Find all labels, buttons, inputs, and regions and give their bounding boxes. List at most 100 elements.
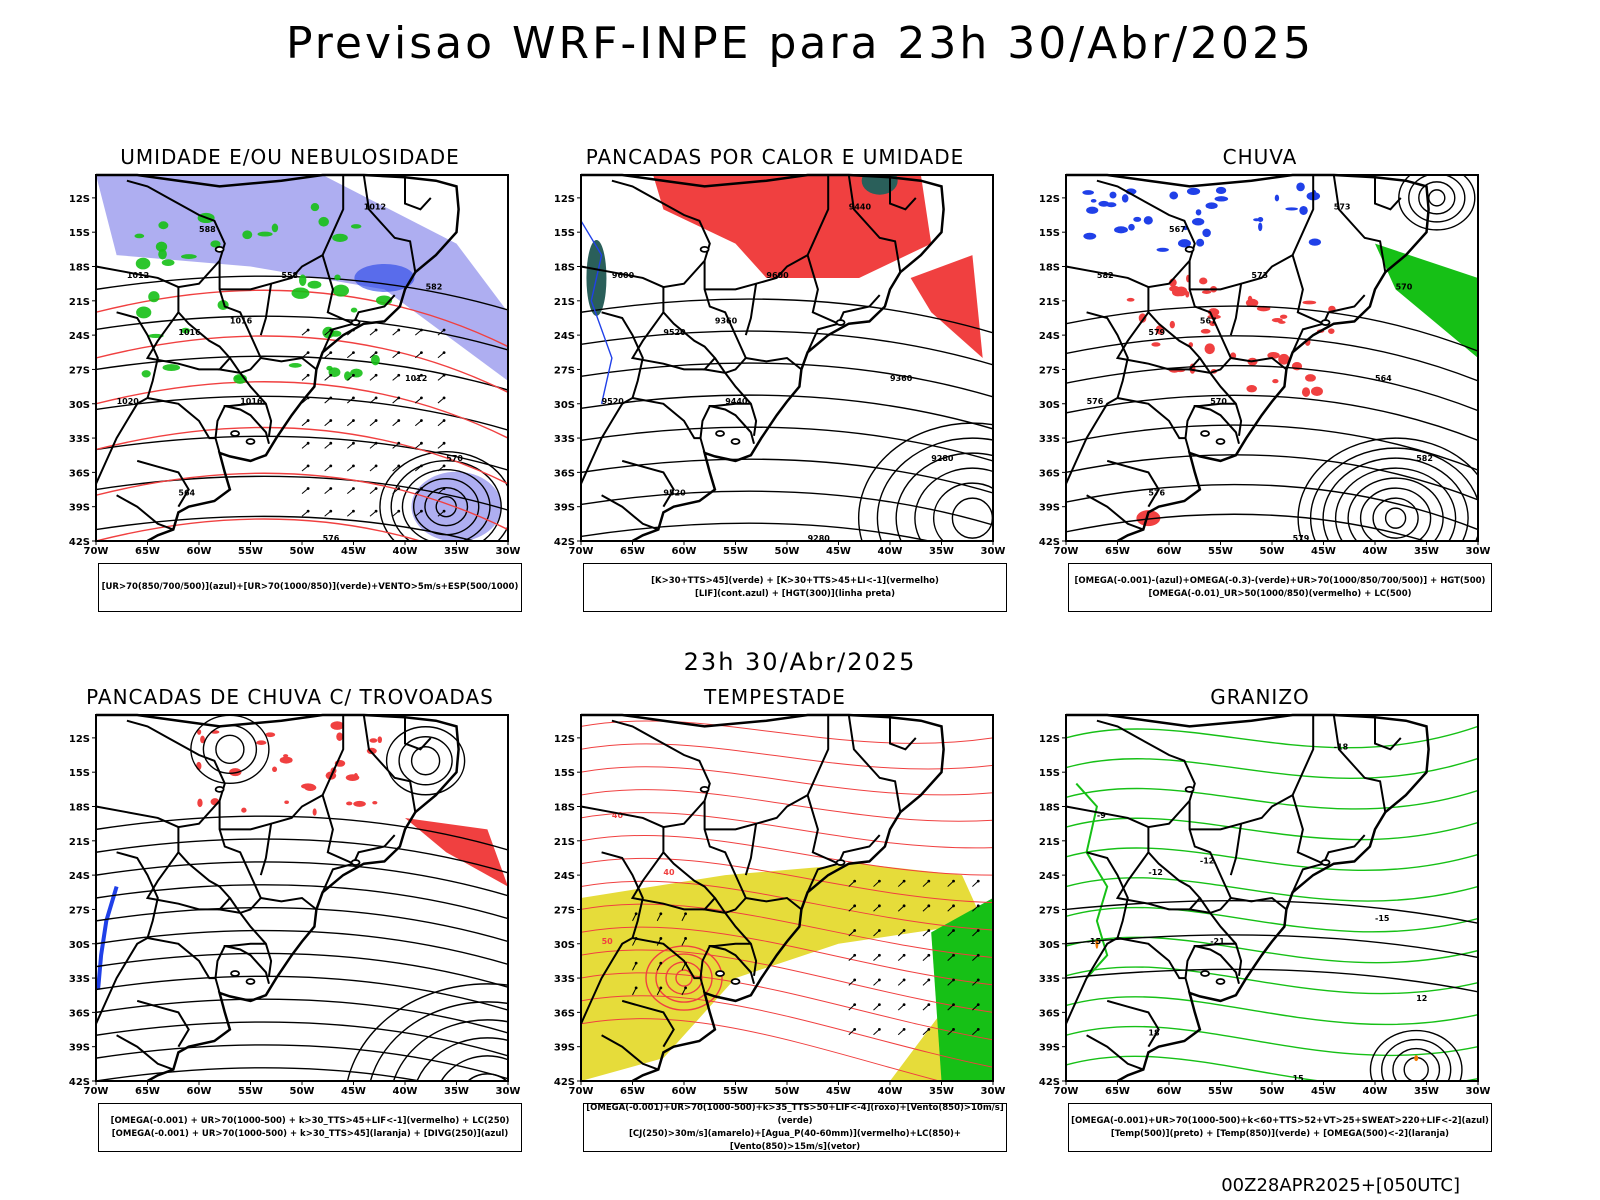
lon-tick-label: 65W [135, 1086, 160, 1097]
wind-arrowhead [952, 1003, 955, 1006]
lat-tick-label: 30S [1039, 400, 1060, 411]
wind-arrowhead [853, 954, 856, 957]
upper-high [1409, 174, 1465, 222]
lat-tick-label: 27S [1039, 905, 1060, 916]
border-line [808, 795, 880, 864]
wind-arrowhead [420, 329, 423, 332]
map-granizo: -9-12-15-18-21-12-1512151870W 65W 60W 55W 50… [1025, 713, 1495, 1133]
wind-arrowhead [443, 464, 446, 467]
border-line [890, 717, 916, 749]
wind-arrowhead [659, 962, 662, 965]
contour-label: 9280 [931, 454, 954, 463]
panel-legend: [OMEGA(-0.001) + UR>70(1000-500) + k>30_… [98, 1103, 522, 1152]
lat-tick-label: 18S [69, 263, 90, 274]
map-chuva: 5825795765735705675645825795765735705677… [1025, 173, 1495, 593]
lat-tick-label: 42S [69, 537, 90, 548]
wind-arrowhead [952, 979, 955, 982]
wind-arrowhead [329, 351, 332, 354]
wind-arrowhead [684, 912, 687, 915]
lc250-high [412, 747, 440, 775]
wind-arrowhead [903, 1028, 906, 1031]
lc850-streamline [581, 744, 993, 769]
lat-tick-label: 15S [69, 228, 90, 239]
temp500-line [1066, 935, 1478, 958]
map-frame: 70W 65W 60W 55W 50W 45W 40W 35W 30W 12S 15S 18S 21S 2… [69, 715, 521, 1097]
lc250-high [203, 725, 256, 773]
wind-arrowhead [329, 442, 332, 445]
lat-tick-label: 42S [1039, 1077, 1060, 1088]
wind-arrowhead [853, 1028, 856, 1031]
wind-arrowhead [853, 979, 856, 982]
border-line [1231, 284, 1241, 335]
lowlevel-humidity-patch [148, 291, 159, 302]
lc500-circulation [1361, 488, 1431, 548]
contour-label: -18 [1334, 742, 1349, 751]
temp850-line [1066, 758, 1478, 778]
wind-arrowhead [397, 351, 400, 354]
middle-timestamp: 23h 30/Abr/2025 [0, 648, 1600, 676]
wind-arrowhead [375, 464, 378, 467]
hgt500-line [1066, 425, 1478, 470]
wind-arrowhead [927, 1028, 930, 1031]
rain-red-patch [1202, 290, 1211, 294]
hgt500-line [1066, 306, 1478, 351]
wind-arrowhead [927, 954, 930, 957]
lc500-circulation [1373, 498, 1418, 538]
panel-legend: [OMEGA(-0.001)+UR>70(1000-500)+k<60+TTS>… [1068, 1103, 1492, 1152]
lat-tick-label: 33S [69, 974, 90, 985]
rain-red-patch [1328, 328, 1334, 334]
lat-tick-label: 36S [1039, 1008, 1060, 1019]
lon-tick-label: 60W [1157, 1086, 1182, 1097]
panel-umidade: UMIDADE E/OU NEBULOSIDADE 1012 1016 1020 10… [55, 145, 525, 635]
border-line [746, 284, 756, 335]
rain-red-patch [1246, 385, 1257, 392]
andes-green [1078, 801, 1084, 805]
lon-tick-label: 35W [929, 546, 954, 557]
border-line [405, 717, 431, 749]
lat-tick-label: 15S [1039, 768, 1060, 779]
wind-arrowhead [443, 329, 446, 332]
lat-tick-label: 21S [554, 837, 575, 848]
lowlevel-humidity-patch [162, 259, 175, 266]
border-line [581, 721, 710, 827]
omega-blue-patch [1110, 192, 1117, 199]
wind-arrowhead [878, 1003, 881, 1006]
omega-blue-patch [1258, 222, 1262, 231]
lat-tick-label: 18S [554, 263, 575, 274]
wind-arrowhead [927, 1003, 930, 1006]
lat-tick-label: 42S [69, 1077, 90, 1088]
lake [1201, 971, 1209, 976]
wind-arrowhead [927, 929, 930, 932]
geopotential-dashed [96, 382, 508, 438]
lon-tick-label: 45W [1311, 546, 1336, 557]
lat-tick-label: 42S [554, 1077, 575, 1088]
storm-red-patch [197, 799, 202, 807]
lat-tick-label: 42S [554, 537, 575, 548]
wind-arrowhead [659, 937, 662, 940]
page-title: Previsao WRF-INPE para 23h 30/Abr/2025 [0, 18, 1600, 69]
contour-label: -15 [1087, 937, 1102, 946]
border-line [148, 938, 216, 978]
omega-blue-patch [1215, 196, 1229, 201]
legend-line-1: [UR>70(850/700/500)](azul)+[UR>70(1000/8… [99, 581, 521, 594]
border-line [602, 495, 659, 529]
lowlevel-humidity-patch [158, 221, 168, 229]
storm-red-patch [283, 754, 288, 757]
rain-red-patch [1302, 387, 1310, 397]
rain-red-patch [1170, 321, 1175, 328]
legend-line-1: [OMEGA(-0.001) + UR>70(1000-500) + k>30_… [99, 1115, 521, 1128]
storm-red-patch [301, 783, 315, 789]
rain-red-patch [1199, 278, 1207, 285]
wind-arrowhead [878, 904, 881, 907]
border-line [1190, 715, 1314, 829]
lowlevel-humidity-patch [311, 203, 319, 211]
omega-blue-patch [1309, 239, 1321, 246]
lowlevel-humidity-patch [242, 230, 252, 239]
omega-blue-patch [1086, 207, 1098, 214]
wind-arrowhead [952, 1028, 955, 1031]
hgt300-line [581, 491, 993, 525]
border-line [117, 1035, 174, 1069]
temp850-line [1066, 907, 1478, 931]
storm-red-patch [346, 801, 352, 805]
lat-tick-label: 27S [1039, 365, 1060, 376]
